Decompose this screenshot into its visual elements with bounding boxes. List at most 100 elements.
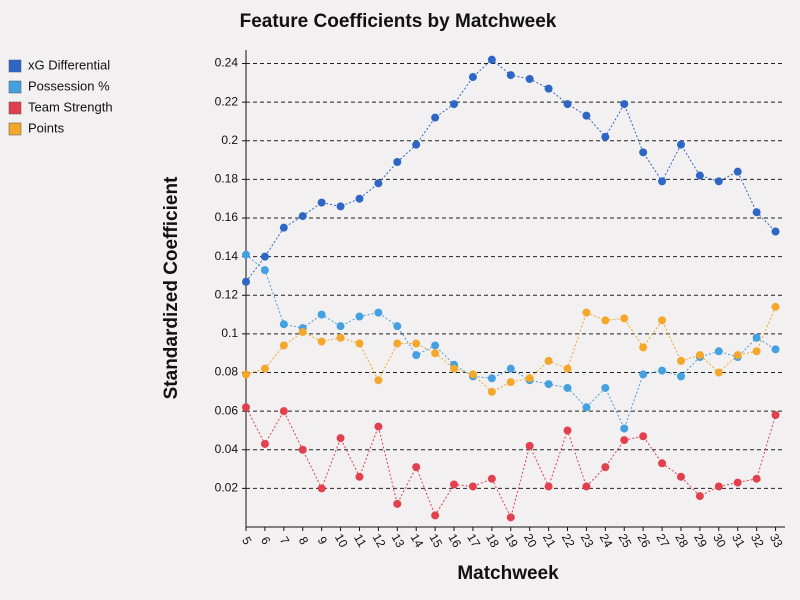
chart-title: Feature Coefficients by Matchweek	[240, 11, 557, 32]
data-point	[752, 474, 761, 483]
x-tick-label: 14	[408, 531, 427, 550]
data-point	[242, 250, 250, 259]
x-tick-label: 31	[729, 531, 748, 550]
x-tick-label: 10	[332, 531, 351, 550]
data-point	[317, 337, 326, 346]
data-point	[563, 100, 572, 109]
data-point	[260, 439, 269, 448]
x-tick-label: 16	[445, 531, 464, 550]
data-point	[771, 227, 780, 236]
data-point	[752, 208, 761, 217]
legend-swatch	[8, 101, 22, 115]
data-point	[714, 177, 723, 186]
data-point	[733, 478, 742, 487]
legend-text: Team Strength	[28, 99, 113, 114]
legend-text: Possession %	[28, 78, 110, 93]
data-point	[601, 316, 610, 325]
y-tick-label: 0.08	[215, 365, 239, 379]
data-point	[733, 167, 742, 176]
y-tick-label: 0.2	[221, 133, 238, 147]
x-tick-label: 25	[616, 531, 635, 550]
y-tick-label: 0.12	[215, 287, 239, 301]
data-point	[242, 403, 250, 412]
x-tick-label: 27	[653, 531, 672, 550]
data-point	[620, 100, 629, 109]
data-point	[658, 366, 667, 375]
series-line	[245, 254, 776, 430]
data-point	[374, 179, 383, 188]
data-point	[374, 376, 383, 385]
x-tick-label: 23	[578, 531, 597, 550]
data-point	[752, 333, 761, 342]
x-tick-label: 17	[464, 531, 483, 550]
data-point	[336, 333, 345, 342]
data-point	[487, 387, 496, 396]
x-tick-label: 28	[672, 531, 691, 550]
data-point	[771, 345, 780, 354]
legend-swatch	[8, 122, 22, 136]
y-tick-label: 0.24	[215, 56, 239, 70]
data-point	[658, 316, 667, 325]
data-point	[298, 445, 307, 454]
data-point	[412, 351, 421, 360]
series-line	[245, 407, 777, 519]
data-point	[639, 148, 648, 157]
data-point	[487, 374, 496, 383]
data-point	[601, 383, 610, 392]
x-tick-label: 12	[370, 531, 389, 550]
data-point	[714, 482, 723, 491]
y-tick-label: 0.22	[215, 94, 239, 108]
data-point	[525, 74, 534, 83]
legend-swatch	[8, 80, 22, 94]
data-point	[752, 347, 761, 356]
data-point	[620, 436, 629, 445]
y-tick-label: 0.04	[215, 442, 239, 456]
data-point	[393, 322, 402, 331]
data-point	[393, 158, 402, 167]
data-point	[582, 111, 591, 120]
x-tick-label: 33	[767, 531, 786, 550]
x-tick-label: 20	[521, 531, 540, 550]
legend-text: xG Differential	[28, 57, 110, 72]
data-point	[658, 177, 667, 186]
data-point	[393, 499, 402, 508]
data-point	[676, 356, 685, 365]
data-point	[260, 364, 269, 373]
data-point	[733, 351, 742, 360]
data-point	[374, 308, 383, 317]
data-point	[525, 441, 534, 450]
y-tick-label: 0.18	[215, 172, 239, 186]
data-point	[431, 341, 440, 350]
data-point	[450, 364, 459, 373]
x-axis-title: Matchweek	[457, 563, 559, 584]
data-point	[336, 434, 345, 443]
data-point	[525, 374, 534, 383]
data-point	[544, 380, 553, 389]
data-point	[771, 410, 780, 419]
data-point	[695, 171, 704, 180]
data-point	[355, 339, 364, 348]
data-point	[317, 484, 326, 493]
x-tick-label: 29	[691, 531, 710, 550]
data-point	[582, 308, 591, 317]
data-point	[771, 302, 780, 311]
x-tick-label: 7	[277, 534, 293, 547]
data-point	[412, 339, 421, 348]
data-point	[506, 364, 515, 373]
data-point	[355, 472, 364, 481]
x-tick-label: 6	[258, 534, 274, 547]
data-point	[695, 351, 704, 360]
x-tick-label: 22	[559, 531, 578, 550]
data-point	[431, 349, 440, 358]
data-point	[374, 422, 383, 431]
x-tick-label: 13	[389, 531, 408, 550]
data-point	[582, 482, 591, 491]
x-tick-label: 11	[351, 532, 370, 550]
data-point	[336, 322, 345, 331]
data-point	[601, 463, 610, 472]
data-point	[279, 320, 288, 329]
data-point	[468, 482, 477, 491]
data-point	[620, 424, 629, 433]
data-point	[714, 368, 723, 377]
data-point	[336, 202, 345, 211]
